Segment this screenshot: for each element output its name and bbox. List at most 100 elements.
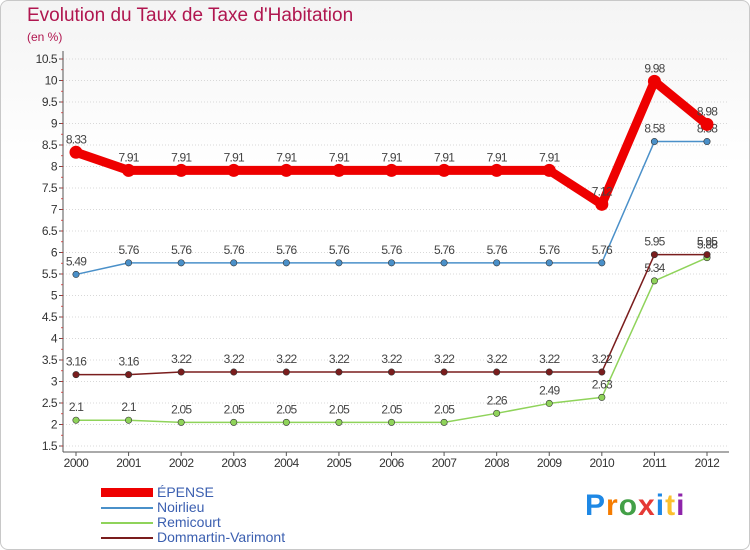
data-label: 5.95 [697, 235, 718, 249]
x-tick-label: 2004 [274, 456, 300, 470]
legend-swatch [101, 506, 153, 509]
data-point [650, 251, 658, 259]
data-point [125, 259, 133, 267]
data-point [125, 416, 133, 424]
data-label: 2.26 [487, 393, 508, 407]
data-point [437, 163, 451, 177]
x-tick-label: 2012 [695, 456, 721, 470]
data-point [545, 399, 553, 407]
logo-letter: x [638, 489, 656, 522]
data-point [650, 277, 658, 285]
chart-title: Evolution du Taux de Taxe d'Habitation [27, 5, 354, 26]
data-label: 5.76 [381, 243, 402, 257]
data-point [493, 259, 501, 267]
y-tick-label: 3.5 [42, 353, 58, 367]
legend-swatch [101, 488, 153, 497]
logo-letter: i [676, 489, 686, 522]
series-line [71, 76, 712, 209]
y-tick-label: 6.5 [42, 224, 58, 238]
logo-letter: o [618, 489, 639, 522]
data-label: 3.16 [66, 355, 87, 369]
y-tick-label: 5.5 [42, 267, 58, 281]
data-label: 2.05 [329, 402, 350, 416]
data-label: 3.22 [276, 352, 297, 366]
data-label: 5.76 [487, 243, 508, 257]
x-tick-label: 2009 [537, 456, 563, 470]
data-point [440, 368, 448, 376]
y-tick-label: 8.5 [42, 138, 58, 152]
data-point [598, 393, 606, 401]
y-tick-label: 8 [51, 160, 58, 174]
y-tick-label: 7.5 [42, 181, 58, 195]
y-tick-label: 4.5 [42, 310, 58, 324]
data-point [72, 270, 80, 278]
data-label: 5.49 [66, 254, 87, 268]
y-tick-label: 1.5 [42, 439, 58, 453]
data-label: 2.05 [434, 402, 455, 416]
data-point [335, 418, 343, 426]
data-point [545, 259, 553, 267]
legend-swatch [101, 536, 153, 539]
logo-letter: r [606, 489, 619, 522]
data-label: 5.95 [644, 235, 665, 249]
data-point [700, 117, 714, 131]
data-label: 3.16 [119, 355, 140, 369]
y-tick-label: 7 [51, 203, 58, 217]
data-point [282, 368, 290, 376]
data-point [440, 259, 448, 267]
legend-item-remicourt: Remicourt [101, 515, 285, 530]
y-tick-label: 6 [51, 246, 58, 260]
data-point [125, 371, 133, 379]
data-point [335, 368, 343, 376]
logo-letter: i [655, 489, 666, 522]
data-point [440, 418, 448, 426]
x-tick-label: 2007 [432, 456, 458, 470]
data-label: 3.22 [487, 352, 508, 366]
data-label: 3.22 [592, 352, 613, 366]
legend-label: Remicourt [157, 514, 221, 530]
data-label: 7.91 [171, 150, 192, 164]
data-point [545, 368, 553, 376]
series-line [75, 256, 708, 424]
data-label: 5.88 [697, 238, 718, 252]
data-label: 5.76 [592, 243, 613, 257]
data-label: 2.1 [69, 400, 84, 414]
data-point [230, 259, 238, 267]
x-tick-label: 2003 [221, 456, 247, 470]
data-point [279, 163, 293, 177]
data-point [282, 259, 290, 267]
data-point [230, 418, 238, 426]
data-point [703, 138, 711, 146]
x-tick-label: 2006 [379, 456, 405, 470]
data-point [69, 145, 83, 159]
x-tick-label: 2011 [643, 456, 668, 470]
data-point [387, 418, 395, 426]
data-label: 8.98 [697, 104, 718, 118]
data-label: 3.22 [434, 352, 455, 366]
legend-label: Noirlieu [157, 499, 205, 515]
data-point [122, 163, 136, 177]
data-label: 7.91 [434, 150, 455, 164]
data-label: 2.1 [121, 400, 136, 414]
data-label: 7.91 [224, 150, 245, 164]
x-tick-label: 2005 [327, 456, 353, 470]
data-label: 3.22 [381, 352, 402, 366]
data-label: 7.91 [119, 150, 140, 164]
data-point [177, 368, 185, 376]
data-point [385, 163, 398, 177]
data-point [227, 163, 241, 177]
data-point [230, 368, 238, 376]
y-tick-label: 9 [51, 117, 58, 131]
data-point [598, 259, 606, 267]
data-label: 3.22 [171, 352, 192, 366]
x-tick-label: 2000 [64, 456, 90, 470]
data-point [650, 138, 658, 146]
legend-label: ÉPENSE [157, 484, 214, 500]
data-point [387, 368, 395, 376]
y-tick-label: 10 [45, 74, 58, 88]
y-tick-label: 5 [51, 289, 58, 303]
data-point [703, 251, 711, 259]
data-point [332, 163, 346, 177]
